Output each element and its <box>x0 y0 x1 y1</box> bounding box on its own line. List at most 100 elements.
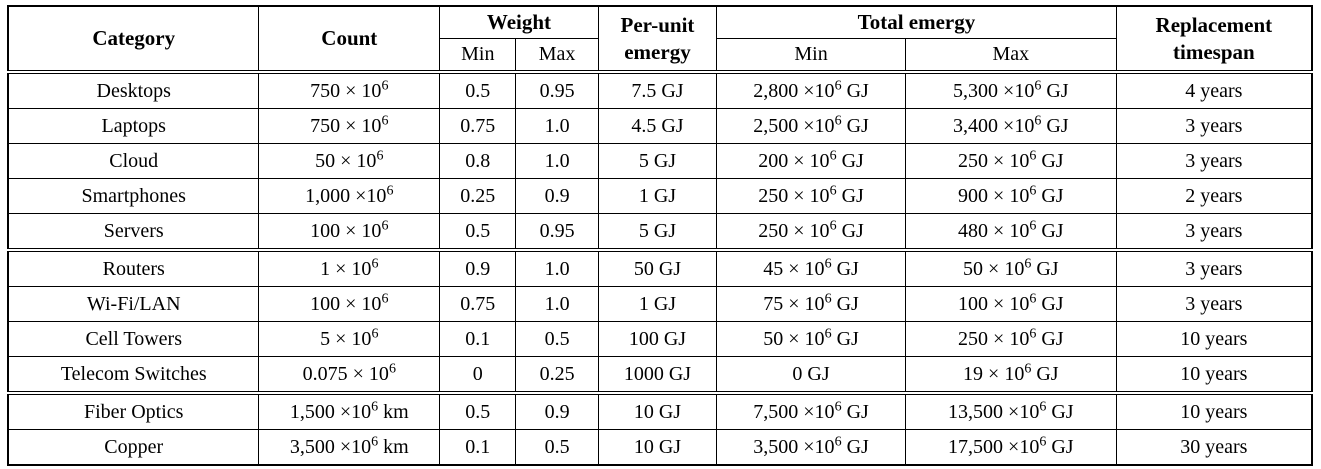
header-row-top: Category Count Weight Per-unit emergy To… <box>7 5 1313 73</box>
cell-total-emergy-min: 2,800 ×106 GJ <box>716 71 906 109</box>
table-row: Servers 100 × 106 0.5 0.95 5 GJ 250 × 10… <box>7 213 1313 251</box>
cell-per-unit-emergy: 1 GJ <box>597 178 718 214</box>
cell-total-emergy-max: 250 × 106 GJ <box>904 143 1117 179</box>
cell-category: Routers <box>7 249 260 287</box>
cell-total-emergy-min: 45 × 106 GJ <box>716 249 906 287</box>
cell-replacement-timespan: 10 years <box>1115 356 1313 394</box>
cell-total-emergy-min: 2,500 ×106 GJ <box>716 108 906 144</box>
cell-count: 1 × 106 <box>258 249 441 287</box>
cell-weight-max: 0.25 <box>515 356 599 394</box>
header-category: Category <box>7 5 260 73</box>
cell-total-emergy-max: 17,500 ×106 GJ <box>904 429 1117 466</box>
cell-per-unit-emergy: 5 GJ <box>597 213 718 251</box>
header-per-unit-emergy: Per-unit emergy <box>597 5 718 73</box>
cell-replacement-timespan: 3 years <box>1115 286 1313 322</box>
cell-weight-min: 0.1 <box>439 321 517 357</box>
cell-replacement-timespan: 3 years <box>1115 213 1313 251</box>
cell-per-unit-emergy: 50 GJ <box>597 249 718 287</box>
cell-total-emergy-min: 50 × 106 GJ <box>716 321 906 357</box>
cell-weight-max: 0.5 <box>515 321 599 357</box>
cell-per-unit-emergy: 100 GJ <box>597 321 718 357</box>
cell-weight-max: 0.9 <box>515 392 599 430</box>
cell-weight-max: 0.5 <box>515 429 599 466</box>
cell-weight-min: 0.5 <box>439 213 517 251</box>
table-row: Wi-Fi/LAN 100 × 106 0.75 1.0 1 GJ 75 × 1… <box>7 286 1313 322</box>
table-group: Fiber Optics 1,500 ×106 km 0.5 0.9 10 GJ… <box>7 392 1313 466</box>
cell-replacement-timespan: 10 years <box>1115 321 1313 357</box>
emergy-table: Category Count Weight Per-unit emergy To… <box>7 5 1313 466</box>
cell-count: 1,000 ×106 <box>258 178 441 214</box>
table-row: Fiber Optics 1,500 ×106 km 0.5 0.9 10 GJ… <box>7 392 1313 430</box>
header-weight-min: Min <box>439 38 517 73</box>
cell-category: Copper <box>7 429 260 466</box>
cell-weight-max: 1.0 <box>515 108 599 144</box>
cell-total-emergy-max: 5,300 ×106 GJ <box>904 71 1117 109</box>
cell-category: Desktops <box>7 71 260 109</box>
cell-per-unit-emergy: 10 GJ <box>597 429 718 466</box>
cell-replacement-timespan: 10 years <box>1115 392 1313 430</box>
table-header: Category Count Weight Per-unit emergy To… <box>7 5 1313 73</box>
cell-replacement-timespan: 4 years <box>1115 71 1313 109</box>
table-row: Telecom Switches 0.075 × 106 0 0.25 1000… <box>7 356 1313 394</box>
cell-weight-min: 0.5 <box>439 71 517 109</box>
cell-per-unit-emergy: 10 GJ <box>597 392 718 430</box>
cell-weight-max: 1.0 <box>515 286 599 322</box>
cell-total-emergy-min: 0 GJ <box>716 356 906 394</box>
cell-count: 100 × 106 <box>258 213 441 251</box>
header-total-emergy-min: Min <box>716 38 906 73</box>
cell-count: 100 × 106 <box>258 286 441 322</box>
cell-replacement-timespan: 2 years <box>1115 178 1313 214</box>
cell-replacement-timespan: 30 years <box>1115 429 1313 466</box>
cell-weight-min: 0 <box>439 356 517 394</box>
cell-category: Cell Towers <box>7 321 260 357</box>
cell-category: Fiber Optics <box>7 392 260 430</box>
table-row: Cell Towers 5 × 106 0.1 0.5 100 GJ 50 × … <box>7 321 1313 357</box>
cell-weight-max: 0.95 <box>515 213 599 251</box>
cell-weight-min: 0.25 <box>439 178 517 214</box>
header-total-emergy-max: Max <box>904 38 1117 73</box>
cell-total-emergy-min: 250 × 106 GJ <box>716 178 906 214</box>
cell-total-emergy-min: 3,500 ×106 GJ <box>716 429 906 466</box>
cell-per-unit-emergy: 7.5 GJ <box>597 71 718 109</box>
cell-weight-max: 1.0 <box>515 249 599 287</box>
cell-weight-min: 0.75 <box>439 108 517 144</box>
header-weight: Weight <box>439 5 599 39</box>
cell-per-unit-emergy: 5 GJ <box>597 143 718 179</box>
cell-per-unit-emergy: 1 GJ <box>597 286 718 322</box>
cell-per-unit-emergy: 4.5 GJ <box>597 108 718 144</box>
cell-replacement-timespan: 3 years <box>1115 143 1313 179</box>
table-row: Cloud 50 × 106 0.8 1.0 5 GJ 200 × 106 GJ… <box>7 143 1313 179</box>
cell-total-emergy-max: 480 × 106 GJ <box>904 213 1117 251</box>
cell-total-emergy-max: 900 × 106 GJ <box>904 178 1117 214</box>
table-row: Routers 1 × 106 0.9 1.0 50 GJ 45 × 106 G… <box>7 249 1313 287</box>
cell-weight-max: 0.95 <box>515 71 599 109</box>
cell-replacement-timespan: 3 years <box>1115 249 1313 287</box>
cell-count: 3,500 ×106 km <box>258 429 441 466</box>
cell-category: Servers <box>7 213 260 251</box>
header-weight-max: Max <box>515 38 599 73</box>
table-group: Desktops 750 × 106 0.5 0.95 7.5 GJ 2,800… <box>7 71 1313 251</box>
cell-weight-min: 0.8 <box>439 143 517 179</box>
table-row: Smartphones 1,000 ×106 0.25 0.9 1 GJ 250… <box>7 178 1313 214</box>
cell-per-unit-emergy: 1000 GJ <box>597 356 718 394</box>
table-row: Laptops 750 × 106 0.75 1.0 4.5 GJ 2,500 … <box>7 108 1313 144</box>
cell-category: Wi-Fi/LAN <box>7 286 260 322</box>
header-total-emergy: Total emergy <box>716 5 1117 39</box>
cell-total-emergy-min: 7,500 ×106 GJ <box>716 392 906 430</box>
cell-weight-min: 0.75 <box>439 286 517 322</box>
header-row-sub: Min Max Min Max <box>8 38 1312 73</box>
cell-weight-max: 1.0 <box>515 143 599 179</box>
cell-weight-min: 0.5 <box>439 392 517 430</box>
header-replacement-timespan: Replacement timespan <box>1115 5 1313 73</box>
cell-total-emergy-min: 200 × 106 GJ <box>716 143 906 179</box>
cell-category: Cloud <box>7 143 260 179</box>
cell-total-emergy-min: 250 × 106 GJ <box>716 213 906 251</box>
cell-weight-max: 0.9 <box>515 178 599 214</box>
cell-weight-min: 0.1 <box>439 429 517 466</box>
cell-total-emergy-min: 75 × 106 GJ <box>716 286 906 322</box>
cell-category: Smartphones <box>7 178 260 214</box>
cell-category: Telecom Switches <box>7 356 260 394</box>
cell-count: 0.075 × 106 <box>258 356 441 394</box>
table-group: Routers 1 × 106 0.9 1.0 50 GJ 45 × 106 G… <box>7 249 1313 394</box>
